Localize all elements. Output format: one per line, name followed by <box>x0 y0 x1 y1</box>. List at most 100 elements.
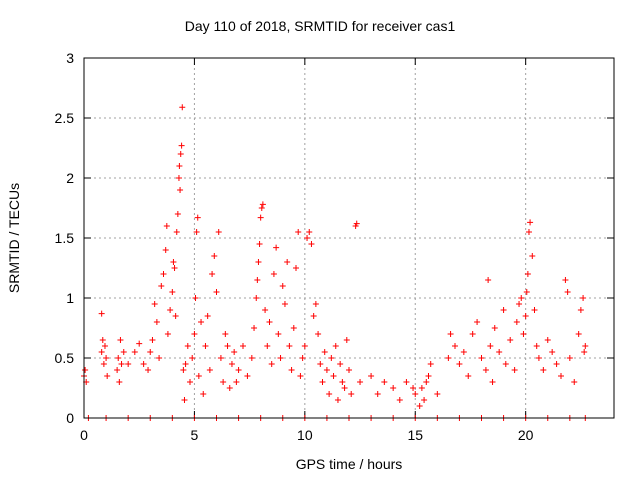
grid-lines <box>84 58 614 418</box>
data-point <box>580 295 587 301</box>
data-point <box>145 367 152 373</box>
data-point <box>151 301 158 307</box>
data-point <box>535 355 542 361</box>
data-point <box>304 235 311 241</box>
data-point <box>323 367 330 373</box>
data-point <box>482 367 489 373</box>
data-point <box>540 367 547 373</box>
data-point <box>416 403 423 409</box>
data-point <box>312 301 319 307</box>
data-point <box>233 379 240 385</box>
data-point <box>204 313 211 319</box>
data-point <box>171 265 178 271</box>
data-point <box>99 337 106 343</box>
data-point <box>257 214 264 221</box>
data-point <box>198 319 205 325</box>
y-tick-label: 0 <box>66 410 74 426</box>
data-point <box>337 361 344 367</box>
data-point <box>163 223 170 229</box>
data-point <box>179 104 186 111</box>
data-point <box>222 331 229 337</box>
data-point <box>253 295 260 301</box>
data-point <box>321 349 328 355</box>
data-point <box>273 244 280 251</box>
data-point <box>421 397 428 403</box>
data-point <box>511 367 518 373</box>
data-point <box>172 313 179 319</box>
data-point <box>164 331 171 337</box>
data-point <box>507 337 514 343</box>
data-point <box>566 355 573 361</box>
data-point <box>460 349 467 355</box>
data-point <box>202 343 209 349</box>
data-point <box>117 337 124 343</box>
data-point <box>544 337 551 343</box>
data-point <box>170 259 177 265</box>
data-point <box>474 319 481 325</box>
data-point <box>577 307 584 313</box>
data-point <box>160 271 167 277</box>
data-point <box>116 379 123 385</box>
data-point <box>256 241 263 247</box>
data-point <box>114 367 121 373</box>
data-point <box>396 397 403 403</box>
data-point <box>153 319 160 325</box>
data-point <box>231 349 238 355</box>
data-point <box>489 379 496 385</box>
data-point <box>353 220 360 227</box>
data-point <box>487 343 494 349</box>
data-point <box>169 289 176 295</box>
data-point <box>162 247 169 253</box>
data-point <box>262 307 269 313</box>
data-point <box>215 229 222 235</box>
data-point <box>319 379 326 385</box>
x-axis-label: GPS time / hours <box>295 456 403 472</box>
data-point <box>524 271 531 277</box>
data-point <box>193 229 200 235</box>
data-point <box>317 361 324 367</box>
data-point <box>582 343 589 349</box>
data-point <box>244 373 251 379</box>
data-point <box>213 289 220 295</box>
data-point <box>529 253 536 259</box>
data-point <box>478 355 485 361</box>
data-point <box>516 301 523 307</box>
data-point <box>248 355 255 361</box>
x-tick-label: 20 <box>518 427 534 443</box>
data-point <box>156 355 163 361</box>
data-point <box>297 373 304 379</box>
data-point <box>158 283 165 289</box>
data-point <box>339 379 346 385</box>
y-tick-label: 3 <box>66 50 74 66</box>
data-point <box>270 271 277 277</box>
data-point <box>348 391 355 397</box>
data-point <box>181 397 188 403</box>
y-tick-label: 0.5 <box>55 350 75 366</box>
data-point <box>259 201 266 208</box>
data-point <box>284 259 291 265</box>
data-point <box>328 355 335 361</box>
data-point <box>403 379 410 385</box>
data-point <box>522 313 529 319</box>
data-point <box>288 367 295 373</box>
data-point <box>281 301 288 307</box>
data-point <box>520 331 527 337</box>
data-point <box>381 379 388 385</box>
data-point <box>491 325 498 331</box>
data-point <box>452 343 458 349</box>
x-tick-label: 10 <box>297 427 313 443</box>
data-point <box>220 379 227 385</box>
data-point <box>343 337 350 343</box>
data-point <box>82 367 89 373</box>
data-point <box>485 277 492 283</box>
data-point <box>240 343 246 349</box>
data-point <box>502 361 509 367</box>
data-point <box>527 219 534 226</box>
data-point <box>235 367 242 373</box>
x-tick-label: 5 <box>191 427 199 443</box>
data-point <box>228 361 235 367</box>
data-point <box>496 349 503 355</box>
data-point <box>423 379 430 385</box>
data-point <box>254 277 261 283</box>
